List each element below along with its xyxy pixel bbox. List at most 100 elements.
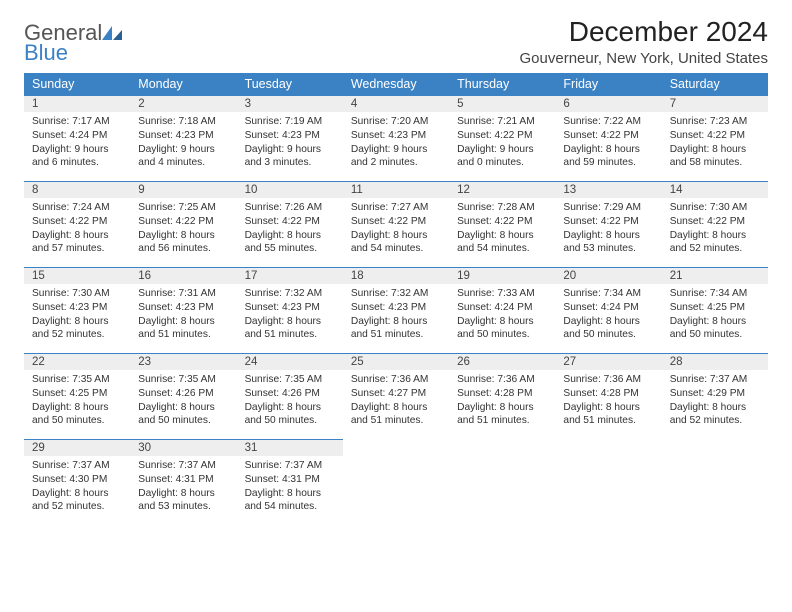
sun-info: Sunrise: 7:36 AMSunset: 4:28 PMDaylight:… (449, 370, 555, 439)
sunset-line: Sunset: 4:23 PM (351, 129, 441, 143)
sunset-line: Sunset: 4:22 PM (351, 215, 441, 229)
sunset-line: Sunset: 4:22 PM (245, 215, 335, 229)
day-content-cell: Sunrise: 7:32 AMSunset: 4:23 PMDaylight:… (343, 284, 449, 354)
sun-info: Sunrise: 7:27 AMSunset: 4:22 PMDaylight:… (343, 198, 449, 267)
day-number: 14 (662, 182, 768, 198)
day-content-cell (449, 456, 555, 525)
sunset-line: Sunset: 4:22 PM (670, 215, 760, 229)
sunrise-line: Sunrise: 7:27 AM (351, 201, 441, 215)
weekday-header: Tuesday (237, 73, 343, 96)
day-number: 29 (24, 440, 130, 456)
sunset-line: Sunset: 4:29 PM (670, 387, 760, 401)
day-number: 18 (343, 268, 449, 284)
daylight-line: Daylight: 8 hours and 54 minutes. (245, 487, 335, 515)
sunset-line: Sunset: 4:30 PM (32, 473, 122, 487)
daylight-line: Daylight: 8 hours and 51 minutes. (351, 401, 441, 429)
day-number-cell (449, 440, 555, 457)
sun-info: Sunrise: 7:37 AMSunset: 4:29 PMDaylight:… (662, 370, 768, 439)
sun-info: Sunrise: 7:34 AMSunset: 4:24 PMDaylight:… (555, 284, 661, 353)
day-number-cell: 27 (555, 354, 661, 371)
day-content-cell: Sunrise: 7:21 AMSunset: 4:22 PMDaylight:… (449, 112, 555, 182)
sunset-line: Sunset: 4:27 PM (351, 387, 441, 401)
sun-info: Sunrise: 7:21 AMSunset: 4:22 PMDaylight:… (449, 112, 555, 181)
day-number: 28 (662, 354, 768, 370)
sunset-line: Sunset: 4:22 PM (563, 215, 653, 229)
day-content-cell: Sunrise: 7:19 AMSunset: 4:23 PMDaylight:… (237, 112, 343, 182)
day-number: 7 (662, 96, 768, 112)
sunset-line: Sunset: 4:22 PM (457, 129, 547, 143)
daylight-line: Daylight: 8 hours and 51 minutes. (351, 315, 441, 343)
day-content-cell: Sunrise: 7:24 AMSunset: 4:22 PMDaylight:… (24, 198, 130, 268)
day-number: 11 (343, 182, 449, 198)
sunrise-line: Sunrise: 7:24 AM (32, 201, 122, 215)
sun-info: Sunrise: 7:32 AMSunset: 4:23 PMDaylight:… (343, 284, 449, 353)
day-content-cell: Sunrise: 7:36 AMSunset: 4:27 PMDaylight:… (343, 370, 449, 440)
daylight-line: Daylight: 8 hours and 53 minutes. (563, 229, 653, 257)
calendar-body: 1234567Sunrise: 7:17 AMSunset: 4:24 PMDa… (24, 96, 768, 526)
sunset-line: Sunset: 4:26 PM (138, 387, 228, 401)
day-content-row: Sunrise: 7:37 AMSunset: 4:30 PMDaylight:… (24, 456, 768, 525)
sun-info: Sunrise: 7:25 AMSunset: 4:22 PMDaylight:… (130, 198, 236, 267)
sun-info: Sunrise: 7:37 AMSunset: 4:31 PMDaylight:… (237, 456, 343, 525)
day-number-cell: 15 (24, 268, 130, 285)
day-content-cell: Sunrise: 7:31 AMSunset: 4:23 PMDaylight:… (130, 284, 236, 354)
day-number-cell: 1 (24, 96, 130, 113)
weekday-header: Friday (555, 73, 661, 96)
day-number-cell: 7 (662, 96, 768, 113)
day-content-cell (662, 456, 768, 525)
sunrise-line: Sunrise: 7:22 AM (563, 115, 653, 129)
sun-info: Sunrise: 7:34 AMSunset: 4:25 PMDaylight:… (662, 284, 768, 353)
sunrise-line: Sunrise: 7:32 AM (351, 287, 441, 301)
sun-info: Sunrise: 7:35 AMSunset: 4:26 PMDaylight:… (130, 370, 236, 439)
sun-info: Sunrise: 7:31 AMSunset: 4:23 PMDaylight:… (130, 284, 236, 353)
sunset-line: Sunset: 4:31 PM (245, 473, 335, 487)
daylight-line: Daylight: 8 hours and 55 minutes. (245, 229, 335, 257)
day-content-cell: Sunrise: 7:23 AMSunset: 4:22 PMDaylight:… (662, 112, 768, 182)
sunrise-line: Sunrise: 7:28 AM (457, 201, 547, 215)
day-number-cell: 6 (555, 96, 661, 113)
weekday-header: Sunday (24, 73, 130, 96)
daylight-line: Daylight: 8 hours and 59 minutes. (563, 143, 653, 171)
daylight-line: Daylight: 8 hours and 51 minutes. (138, 315, 228, 343)
day-content-row: Sunrise: 7:30 AMSunset: 4:23 PMDaylight:… (24, 284, 768, 354)
day-content-cell: Sunrise: 7:30 AMSunset: 4:22 PMDaylight:… (662, 198, 768, 268)
daylight-line: Daylight: 8 hours and 52 minutes. (670, 401, 760, 429)
daylight-line: Daylight: 8 hours and 52 minutes. (670, 229, 760, 257)
day-number: 3 (237, 96, 343, 112)
day-content-cell: Sunrise: 7:25 AMSunset: 4:22 PMDaylight:… (130, 198, 236, 268)
day-number-cell: 23 (130, 354, 236, 371)
daylight-line: Daylight: 9 hours and 3 minutes. (245, 143, 335, 171)
day-content-cell: Sunrise: 7:28 AMSunset: 4:22 PMDaylight:… (449, 198, 555, 268)
day-number: 2 (130, 96, 236, 112)
day-number: 21 (662, 268, 768, 284)
daylight-line: Daylight: 8 hours and 50 minutes. (138, 401, 228, 429)
sunset-line: Sunset: 4:24 PM (563, 301, 653, 315)
location: Gouverneur, New York, United States (520, 50, 768, 67)
day-number: 31 (237, 440, 343, 456)
day-number-cell: 19 (449, 268, 555, 285)
sunrise-line: Sunrise: 7:36 AM (351, 373, 441, 387)
day-number: 8 (24, 182, 130, 198)
sun-info: Sunrise: 7:35 AMSunset: 4:25 PMDaylight:… (24, 370, 130, 439)
day-number-cell: 18 (343, 268, 449, 285)
day-number-cell: 8 (24, 182, 130, 199)
day-content-cell: Sunrise: 7:37 AMSunset: 4:31 PMDaylight:… (130, 456, 236, 525)
day-content-cell: Sunrise: 7:36 AMSunset: 4:28 PMDaylight:… (449, 370, 555, 440)
sun-info: Sunrise: 7:30 AMSunset: 4:23 PMDaylight:… (24, 284, 130, 353)
day-number-cell: 26 (449, 354, 555, 371)
day-number: 6 (555, 96, 661, 112)
day-number: 12 (449, 182, 555, 198)
day-number-cell: 31 (237, 440, 343, 457)
daylight-line: Daylight: 9 hours and 0 minutes. (457, 143, 547, 171)
sunset-line: Sunset: 4:24 PM (32, 129, 122, 143)
day-number: 16 (130, 268, 236, 284)
day-content-cell (555, 456, 661, 525)
day-number-cell: 30 (130, 440, 236, 457)
day-number-cell: 11 (343, 182, 449, 199)
day-number-cell: 13 (555, 182, 661, 199)
day-number: 15 (24, 268, 130, 284)
day-number: 1 (24, 96, 130, 112)
sunrise-line: Sunrise: 7:30 AM (670, 201, 760, 215)
day-content-row: Sunrise: 7:17 AMSunset: 4:24 PMDaylight:… (24, 112, 768, 182)
sun-info: Sunrise: 7:30 AMSunset: 4:22 PMDaylight:… (662, 198, 768, 267)
